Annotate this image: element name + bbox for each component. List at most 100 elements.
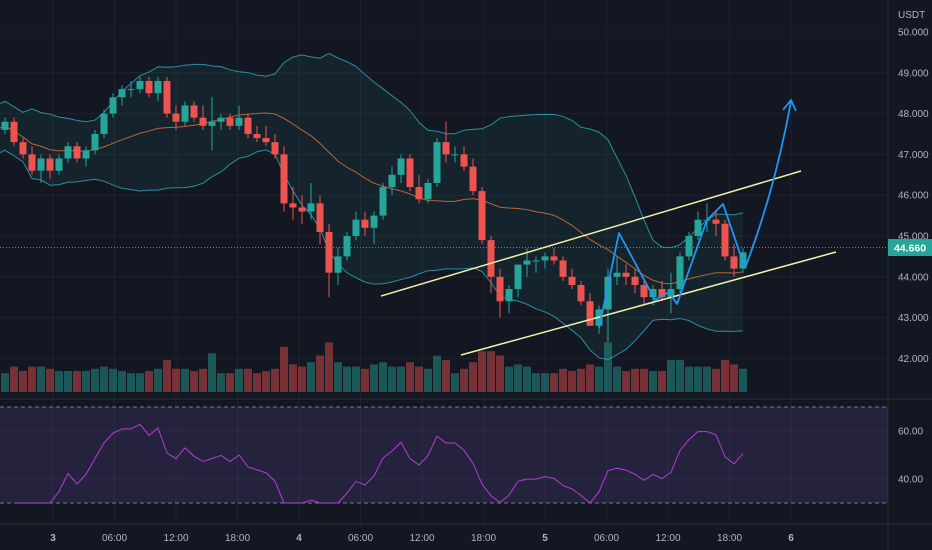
candle-body [127, 89, 135, 91]
candle [460, 146, 468, 171]
volume-bar [658, 371, 666, 392]
candle [676, 252, 684, 294]
candle-body [424, 182, 432, 200]
time-tick-label: 12:00 [409, 533, 434, 544]
candle [406, 154, 414, 192]
candle-body [28, 154, 36, 171]
candle-body [649, 289, 657, 298]
volume-bar [334, 362, 342, 392]
candle-body [370, 215, 378, 228]
candle-body [577, 284, 585, 302]
candle [622, 264, 630, 285]
candle-body [514, 264, 522, 290]
volume-bar [460, 368, 468, 392]
volume-bar [280, 346, 288, 392]
volume-bar [289, 364, 297, 392]
candle [388, 166, 396, 196]
candle-body [343, 236, 351, 257]
candle-body [307, 203, 315, 212]
time-tick-label: 4 [296, 533, 302, 544]
candles[interactable] [0, 76, 747, 343]
volume-bar [325, 342, 333, 392]
candle [667, 272, 675, 314]
volume-bar [604, 342, 612, 392]
candle-body [406, 158, 414, 188]
candle [217, 113, 225, 130]
candle-body [586, 301, 594, 326]
volume-bar [181, 368, 189, 392]
volume-bar [64, 371, 72, 392]
candle-body [262, 138, 270, 143]
candle-body [55, 158, 63, 171]
price-tick-label: 44.000 [898, 272, 929, 283]
candle-body [685, 236, 693, 257]
candle [190, 101, 198, 122]
volume-bar [739, 368, 747, 392]
candle [487, 236, 495, 294]
volume-bar [271, 368, 279, 392]
candle-body [91, 134, 99, 151]
candle-body [235, 117, 243, 126]
candle-body [244, 117, 252, 134]
candle-body [613, 272, 621, 277]
volume-bar [199, 368, 207, 392]
candle-body [136, 80, 144, 90]
candle [136, 76, 144, 94]
volume-bar [145, 371, 153, 392]
volume-bar [262, 371, 270, 392]
candle [280, 146, 288, 212]
candle-body [109, 97, 117, 114]
price-tick-label: 46.000 [898, 191, 929, 202]
candle-body [451, 154, 459, 156]
volume-bar [613, 366, 621, 392]
volume-bar [505, 366, 513, 392]
candle [631, 268, 639, 294]
candle-body [271, 142, 279, 155]
candle [316, 195, 324, 245]
bollinger-basis [0, 112, 744, 285]
candle-body [118, 89, 126, 98]
candle-body [361, 219, 369, 228]
time-tick-label: 06:00 [348, 533, 373, 544]
candle [550, 248, 558, 265]
candle [325, 223, 333, 298]
candle [433, 138, 441, 188]
candle-body [487, 240, 495, 277]
candle-body [172, 113, 180, 122]
candle [28, 146, 36, 175]
candle [640, 280, 648, 306]
candle-body [631, 276, 639, 285]
price-tick-label: 47.000 [898, 150, 929, 161]
volume-bar [19, 371, 27, 392]
candle-body [1, 121, 9, 130]
candle-body [73, 146, 81, 159]
projection-arrowhead [782, 99, 797, 112]
time-tick-label: 12:00 [163, 533, 188, 544]
candle [370, 211, 378, 245]
volume-bar [730, 364, 738, 392]
volume-bar [226, 373, 234, 392]
volume-bar [712, 368, 720, 392]
candle [208, 97, 216, 151]
volume-bar [235, 368, 243, 392]
candle [424, 178, 432, 204]
candle-body [163, 80, 171, 114]
candle [613, 256, 621, 285]
volume-bar [559, 368, 567, 392]
candle [451, 146, 459, 163]
volume-bar [415, 366, 423, 392]
candle-body [415, 187, 423, 200]
volume-bar [640, 368, 648, 392]
candle [289, 187, 297, 220]
time-tick-label: 12:00 [655, 533, 680, 544]
candle [298, 195, 306, 224]
candle-body [442, 142, 450, 155]
candle-body [325, 231, 333, 273]
volume-bar [379, 362, 387, 392]
volume-bar [595, 366, 603, 392]
candle-body [469, 166, 477, 192]
candle [172, 105, 180, 130]
time-tick-label: 5 [542, 533, 548, 544]
drawings [380, 99, 837, 356]
